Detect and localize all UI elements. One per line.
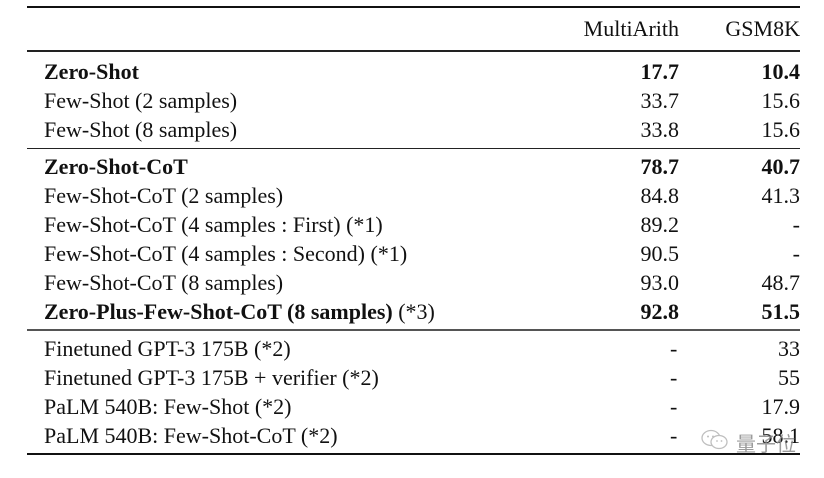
top-rule xyxy=(27,6,800,8)
table-row: Few-Shot-CoT (4 samples : First) (*1) 89… xyxy=(27,210,800,239)
gsm8k-value: 41.3 xyxy=(761,183,801,208)
gsm8k-value: 15.6 xyxy=(761,87,801,113)
row-label: Zero-Shot-CoT xyxy=(44,154,188,179)
multiarith-value: - xyxy=(669,336,678,361)
multiarith-value: 92.8 xyxy=(640,299,680,324)
table-row: Zero-Plus-Few-Shot-CoT (8 samples) (*3) … xyxy=(27,297,800,326)
section-divider xyxy=(27,147,800,149)
gsm8k-value: 58.1 xyxy=(761,423,801,448)
header-rule xyxy=(27,50,800,52)
header-row: MultiArith GSM8K xyxy=(27,8,800,50)
gsm8k-value: 48.7 xyxy=(761,270,801,295)
row-label: Few-Shot (2 samples) xyxy=(44,87,238,113)
row-label: Finetuned GPT-3 175B + verifier (*2) xyxy=(44,365,379,390)
multiarith-value: 93.0 xyxy=(640,270,680,295)
table-row: Few-Shot-CoT (4 samples : Second) (*1) 9… xyxy=(27,239,800,268)
multiarith-value: 78.7 xyxy=(640,154,680,179)
section-divider xyxy=(27,329,800,331)
multiarith-value: 89.2 xyxy=(640,212,680,237)
table-row: Few-Shot-CoT (2 samples) 84.8 41.3 xyxy=(27,181,800,210)
multiarith-value: 33.7 xyxy=(640,87,680,113)
gsm8k-value: 55 xyxy=(778,365,800,390)
table-row: Finetuned GPT-3 175B (*2) - 33 xyxy=(27,334,800,363)
header-gsm8k: GSM8K xyxy=(725,16,800,41)
table-row: Few-Shot (8 samples) 33.8 15.6 xyxy=(27,115,800,144)
header-multiarith: MultiArith xyxy=(583,16,679,41)
row-label: Finetuned GPT-3 175B (*2) xyxy=(44,336,291,361)
section-cot: Zero-Shot-CoT 78.7 40.7 Few-Shot-CoT (2 … xyxy=(27,149,800,329)
multiarith-value: - xyxy=(669,365,678,390)
row-label: Zero-Shot xyxy=(44,58,139,84)
section-baseline: Zero-Shot 17.7 10.4 Few-Shot (2 samples)… xyxy=(27,52,800,148)
table-row: Few-Shot-CoT (8 samples) 93.0 48.7 xyxy=(27,268,800,297)
gsm8k-value: - xyxy=(792,212,800,237)
results-table: MultiArith GSM8K Zero-Shot 17.7 10.4 Few… xyxy=(27,6,800,455)
row-label: Few-Shot-CoT (4 samples : First) (*1) xyxy=(44,212,383,237)
bottom-rule xyxy=(27,453,800,455)
gsm8k-value: 17.9 xyxy=(761,394,801,419)
row-label: Few-Shot-CoT (2 samples) xyxy=(44,183,284,208)
row-label: PaLM 540B: Few-Shot-CoT (*2) xyxy=(44,423,338,448)
row-label: PaLM 540B: Few-Shot (*2) xyxy=(44,394,292,419)
multiarith-value: - xyxy=(669,394,678,419)
table-row: PaLM 540B: Few-Shot-CoT (*2) - 58.1 xyxy=(27,421,800,450)
table-row: Finetuned GPT-3 175B + verifier (*2) - 5… xyxy=(27,363,800,392)
multiarith-value: 17.7 xyxy=(640,58,680,84)
row-label-footnote: (*3) xyxy=(392,299,435,324)
section-reference: Finetuned GPT-3 175B (*2) - 33 Finetuned… xyxy=(27,331,800,453)
row-label: Few-Shot-CoT (4 samples : Second) (*1) xyxy=(44,241,408,266)
table-row: Zero-Shot 17.7 10.4 xyxy=(27,57,800,86)
gsm8k-value: 33 xyxy=(778,336,800,361)
multiarith-value: 33.8 xyxy=(640,116,680,142)
gsm8k-value: 10.4 xyxy=(761,58,801,84)
table-row: Few-Shot (2 samples) 33.7 15.6 xyxy=(27,86,800,115)
gsm8k-value: 15.6 xyxy=(761,116,801,142)
gsm8k-value: - xyxy=(792,241,800,266)
table-row: Zero-Shot-CoT 78.7 40.7 xyxy=(27,152,800,181)
row-label: Zero-Plus-Few-Shot-CoT (8 samples) (*3) xyxy=(27,297,514,326)
row-label-main: Zero-Plus-Few-Shot-CoT (8 samples) xyxy=(44,299,393,324)
row-label: Few-Shot (8 samples) xyxy=(44,116,238,142)
multiarith-value: 90.5 xyxy=(640,241,680,266)
multiarith-value: - xyxy=(669,423,678,448)
table-row: PaLM 540B: Few-Shot (*2) - 17.9 xyxy=(27,392,800,421)
multiarith-value: 84.8 xyxy=(640,183,680,208)
row-label: Few-Shot-CoT (8 samples) xyxy=(44,270,284,295)
gsm8k-value: 51.5 xyxy=(761,299,801,324)
gsm8k-value: 40.7 xyxy=(761,154,801,179)
